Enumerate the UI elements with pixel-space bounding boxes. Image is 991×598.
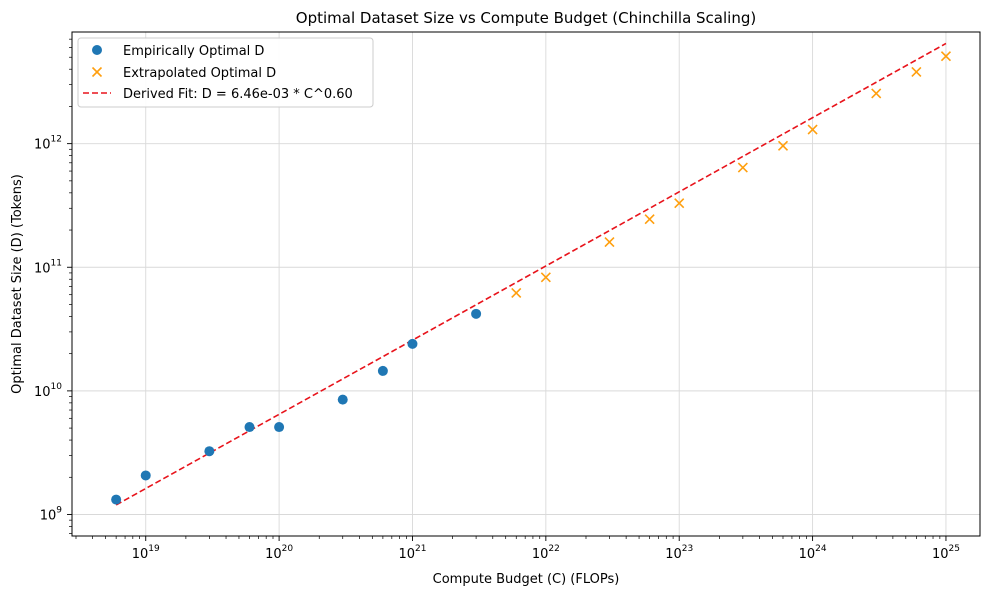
y-tick-label-exponent: 11: [51, 258, 62, 268]
x-tick-label-base: 10: [799, 547, 816, 562]
legend-box: [77, 37, 374, 108]
y-tick-label: 109: [40, 505, 63, 523]
y-tick-label-base: 10: [34, 138, 51, 153]
empirical-point: [407, 338, 418, 349]
x-tick-label: 1025: [932, 544, 960, 562]
y-tick-label-base: 10: [34, 261, 51, 276]
legend-marker-extrapolated: [91, 66, 103, 78]
extrapolated-point: [644, 214, 655, 225]
extrapolated-point: [604, 236, 615, 248]
x-tick-label: 1024: [799, 544, 827, 562]
legend-marker-empirical: [92, 45, 102, 55]
plot-frame: [71, 31, 981, 537]
fit-layer: [115, 42, 947, 506]
x-tick-label-base: 10: [665, 547, 682, 562]
y-tick-label: 1011: [34, 258, 62, 276]
legend-label-empirical: Empirically Optimal D: [123, 44, 264, 59]
extrapolated-point-stroke: [540, 272, 551, 283]
extrapolated-point-stroke: [604, 236, 615, 248]
ticks-layer: 1019 1020 1021 1022 1023 1024 1025109101010111…: [34, 38, 960, 562]
empirical-point: [471, 308, 482, 319]
x-tick-label: 1020: [265, 544, 293, 562]
y-tick-label-exponent: 10: [51, 382, 63, 392]
x-tick-label: 1019: [132, 544, 160, 562]
x-tick-label-base: 10: [532, 547, 549, 562]
x-tick-label: 1023: [665, 544, 693, 562]
empirical-point: [377, 365, 388, 376]
x-tick-label-base: 10: [932, 547, 949, 562]
x-tick-label: 1021: [398, 544, 426, 562]
x-tick-label-exponent: 24: [815, 544, 827, 554]
y-tick-label: 1010: [34, 382, 62, 400]
empirical-point: [337, 394, 348, 405]
extrapolated-point-stroke: [674, 198, 685, 209]
grid-layer: [72, 32, 980, 536]
y-tick-label-exponent: 12: [51, 135, 62, 145]
extrapolated-point: [511, 287, 522, 298]
fit-line: [115, 42, 947, 506]
y-tick-label-base: 10: [34, 385, 51, 400]
extrapolated-point: [737, 162, 748, 173]
x-tick-label-exponent: 20: [282, 544, 294, 554]
x-axis-label: Compute Budget (C) (FLOPs): [433, 572, 620, 587]
x-tick-label-exponent: 21: [415, 544, 426, 554]
extrapolated-point: [777, 140, 789, 151]
y-tick-label-exponent: 9: [56, 505, 62, 515]
x-tick-label-exponent: 19: [148, 544, 160, 554]
extrapolated-point-stroke: [511, 287, 522, 298]
empirical-point: [140, 470, 151, 481]
empirical-point: [111, 494, 122, 505]
chart-title: Optimal Dataset Size vs Compute Budget (…: [296, 9, 756, 27]
extrapolated-point-stroke: [871, 88, 882, 99]
y-axis-label: Optimal Dataset Size (D) (Tokens): [10, 174, 25, 394]
x-tick-label-base: 10: [132, 547, 149, 562]
extrapolated-point: [940, 51, 952, 62]
extrapolated-point: [807, 124, 818, 135]
legend-label-extrapolated: Extrapolated Optimal D: [123, 66, 276, 81]
y-tick-label-base: 10: [40, 508, 57, 523]
x-tick-label-base: 10: [398, 547, 415, 562]
chart-legend: Empirically Optimal D Extrapolated Optim…: [77, 37, 374, 108]
extrapolated-point-stroke: [911, 66, 922, 78]
empirical-point: [204, 446, 215, 457]
points-layer: [111, 51, 952, 505]
y-tick-label: 1012: [34, 135, 62, 153]
x-tick-label-exponent: 22: [548, 544, 559, 554]
extrapolated-point-stroke: [807, 124, 818, 135]
extrapolated-point: [871, 88, 882, 99]
empirical-point: [244, 422, 255, 433]
extrapolated-point-stroke: [940, 51, 952, 62]
x-tick-label-exponent: 23: [682, 544, 693, 554]
x-tick-label-exponent: 25: [949, 544, 960, 554]
legend-label-fit: Derived Fit: D = 6.46e-03 * C^0.60: [123, 87, 353, 102]
legend-x-marker-stroke: [91, 66, 103, 78]
x-tick-label-base: 10: [265, 547, 282, 562]
extrapolated-point: [540, 272, 551, 283]
extrapolated-point: [911, 66, 922, 78]
legend-circle-marker: [92, 45, 102, 55]
extrapolated-point-stroke: [644, 214, 655, 225]
empirical-point: [274, 422, 285, 433]
x-tick-label: 1022: [532, 544, 560, 562]
extrapolated-point-stroke: [777, 140, 789, 151]
extrapolated-point-stroke: [737, 162, 748, 173]
extrapolated-point: [674, 198, 685, 209]
